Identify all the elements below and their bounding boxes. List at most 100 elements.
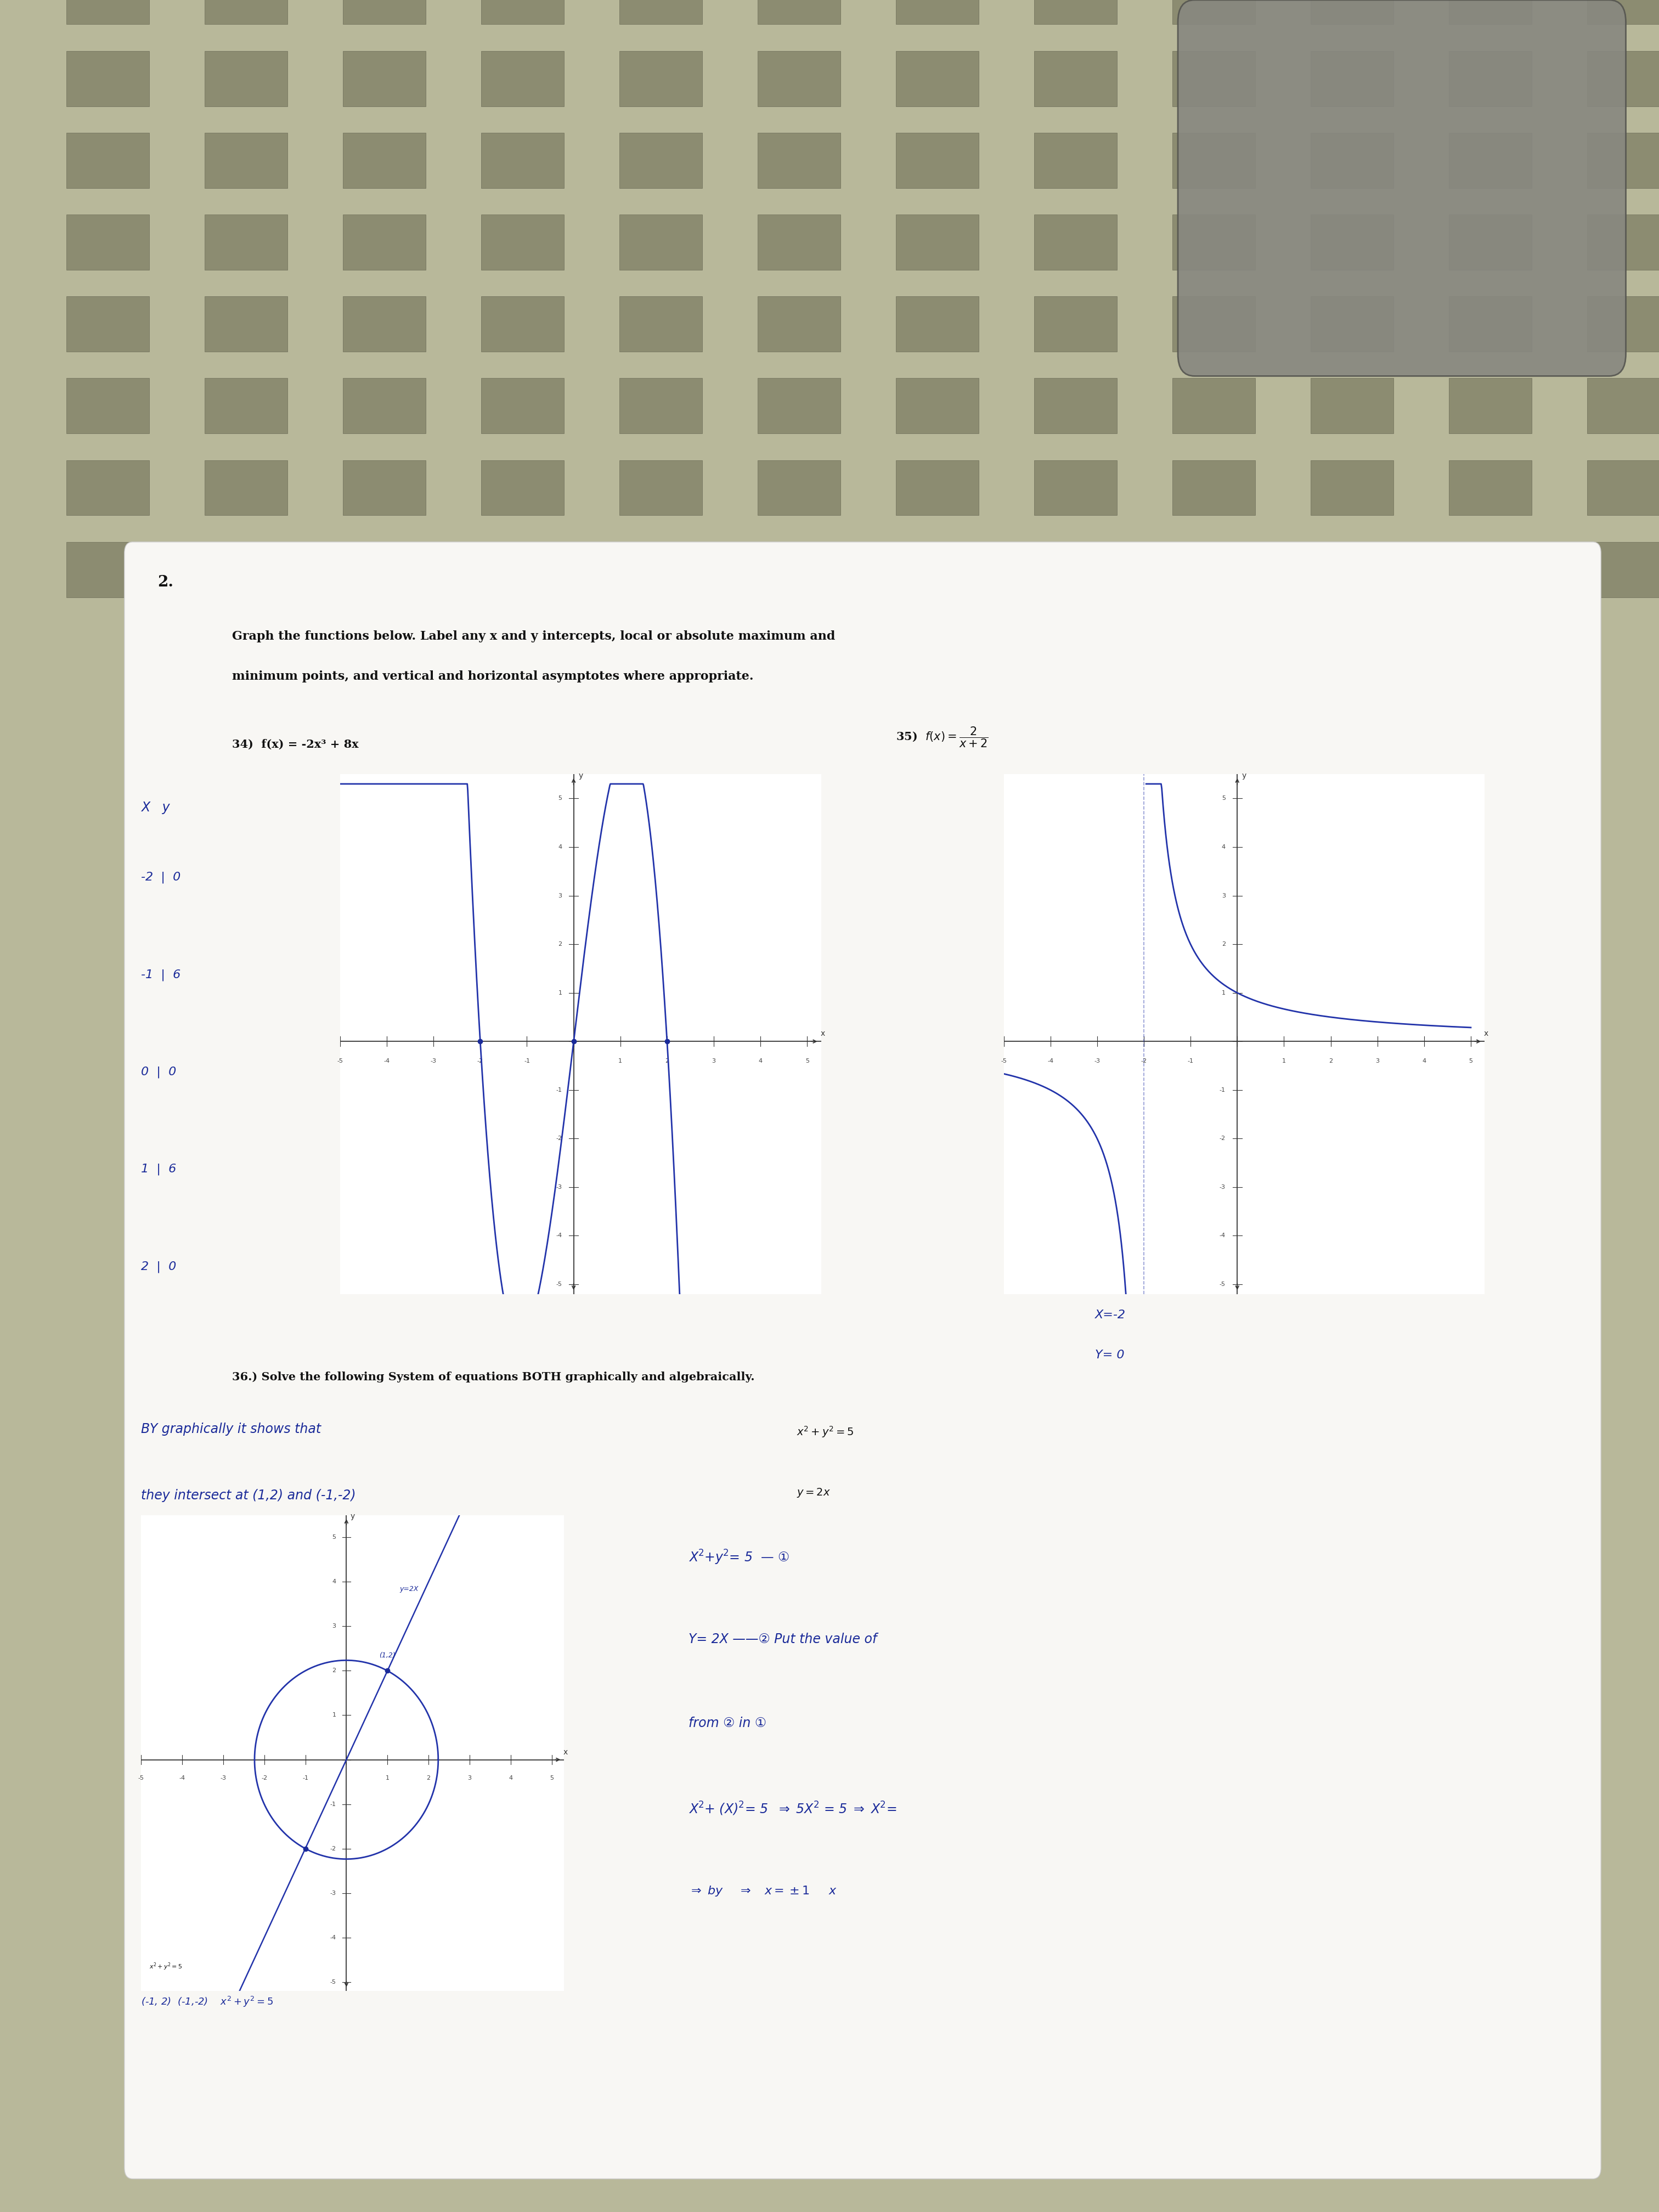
Bar <box>758 378 841 434</box>
Text: 1: 1 <box>619 1057 622 1064</box>
Text: 4: 4 <box>332 1579 337 1584</box>
Text: -5: -5 <box>337 1057 343 1064</box>
Bar <box>1588 296 1659 352</box>
Text: -4: -4 <box>556 1232 562 1239</box>
Bar <box>481 460 564 515</box>
Text: 5: 5 <box>549 1776 554 1781</box>
Bar <box>481 542 564 597</box>
Text: -4: -4 <box>1219 1232 1226 1239</box>
Bar <box>1588 378 1659 434</box>
Text: x: x <box>1483 1029 1488 1037</box>
Text: (-1, 2)  (-1,-2)    $x^2+y^2=5$: (-1, 2) (-1,-2) $x^2+y^2=5$ <box>141 1995 274 2008</box>
Bar <box>1448 542 1531 597</box>
Text: -5: -5 <box>1219 1281 1226 1287</box>
Bar <box>1173 542 1256 597</box>
Text: Graph the functions below. Label any x and y intercepts, local or absolute maxim: Graph the functions below. Label any x a… <box>232 630 836 641</box>
Bar <box>1311 378 1394 434</box>
Bar <box>1588 542 1659 597</box>
Text: from ② in ①: from ② in ① <box>688 1717 766 1730</box>
Bar <box>1311 133 1394 188</box>
Text: -5: -5 <box>138 1776 144 1781</box>
Text: 1: 1 <box>385 1776 390 1781</box>
Bar <box>343 542 426 597</box>
Bar <box>481 296 564 352</box>
Text: 1  |  6: 1 | 6 <box>141 1164 176 1175</box>
Text: 35)  $f(x) = \dfrac{2}{x+2}$: 35) $f(x) = \dfrac{2}{x+2}$ <box>896 726 989 750</box>
Text: 2.: 2. <box>158 575 174 591</box>
Text: -3: -3 <box>221 1776 226 1781</box>
Bar <box>343 51 426 106</box>
Bar <box>896 296 979 352</box>
Text: -1: -1 <box>524 1057 529 1064</box>
Bar <box>758 542 841 597</box>
Text: -4: -4 <box>179 1776 186 1781</box>
Text: -5: -5 <box>1000 1057 1007 1064</box>
Text: -1: -1 <box>330 1801 337 1807</box>
Bar <box>66 542 149 597</box>
Bar <box>619 215 702 270</box>
Bar <box>1588 133 1659 188</box>
Bar <box>1448 296 1531 352</box>
Bar <box>1311 296 1394 352</box>
Text: -1: -1 <box>1219 1088 1226 1093</box>
Text: y=2X: y=2X <box>400 1586 418 1593</box>
Bar <box>204 0 287 24</box>
Bar <box>343 0 426 24</box>
Text: 3: 3 <box>1375 1057 1379 1064</box>
Bar <box>619 542 702 597</box>
Bar <box>1173 296 1256 352</box>
Bar <box>619 378 702 434</box>
Text: 1: 1 <box>557 991 562 995</box>
Bar <box>1448 133 1531 188</box>
Text: 5: 5 <box>1468 1057 1473 1064</box>
Bar <box>619 133 702 188</box>
Text: $x^2 + y^2 = 5$: $x^2 + y^2 = 5$ <box>796 1425 854 1438</box>
Text: -4: -4 <box>383 1057 390 1064</box>
Bar <box>66 296 149 352</box>
Text: 5: 5 <box>805 1057 810 1064</box>
Bar <box>343 378 426 434</box>
Bar <box>758 460 841 515</box>
Bar <box>758 296 841 352</box>
Text: 34)  f(x) = -2x³ + 8x: 34) f(x) = -2x³ + 8x <box>232 739 358 750</box>
Bar <box>481 0 564 24</box>
Text: 5: 5 <box>332 1535 337 1540</box>
Bar <box>481 215 564 270</box>
FancyBboxPatch shape <box>1178 0 1626 376</box>
Bar <box>204 460 287 515</box>
Text: -2: -2 <box>556 1135 562 1141</box>
Bar <box>66 460 149 515</box>
Text: 4: 4 <box>1221 845 1226 849</box>
Text: they intersect at (1,2) and (-1,-2): they intersect at (1,2) and (-1,-2) <box>141 1489 357 1502</box>
Text: BY graphically it shows that: BY graphically it shows that <box>141 1422 322 1436</box>
Text: $x^2+y^2=5$: $x^2+y^2=5$ <box>149 1962 182 1971</box>
Bar <box>619 460 702 515</box>
Text: -2: -2 <box>1141 1057 1146 1064</box>
Bar <box>1173 51 1256 106</box>
Text: -4: -4 <box>330 1936 337 1940</box>
Bar <box>204 378 287 434</box>
Text: 3: 3 <box>712 1057 715 1064</box>
Bar <box>1588 460 1659 515</box>
Text: -1: -1 <box>556 1088 562 1093</box>
Bar <box>1311 542 1394 597</box>
Bar <box>1448 215 1531 270</box>
Bar <box>204 215 287 270</box>
Text: 2: 2 <box>426 1776 430 1781</box>
Text: X=-2: X=-2 <box>1095 1310 1126 1321</box>
Text: 1: 1 <box>1221 991 1226 995</box>
Bar <box>1034 378 1117 434</box>
Text: X   y: X y <box>141 801 169 814</box>
Bar <box>1034 542 1117 597</box>
Bar <box>1588 215 1659 270</box>
Text: -2: -2 <box>330 1845 337 1851</box>
Bar <box>481 51 564 106</box>
Text: -2  |  0: -2 | 0 <box>141 872 181 883</box>
Bar <box>1034 133 1117 188</box>
Bar <box>896 215 979 270</box>
Text: 5: 5 <box>1221 796 1226 801</box>
Bar <box>1173 215 1256 270</box>
Text: y: y <box>350 1513 355 1520</box>
Bar <box>1034 0 1117 24</box>
Bar <box>481 378 564 434</box>
